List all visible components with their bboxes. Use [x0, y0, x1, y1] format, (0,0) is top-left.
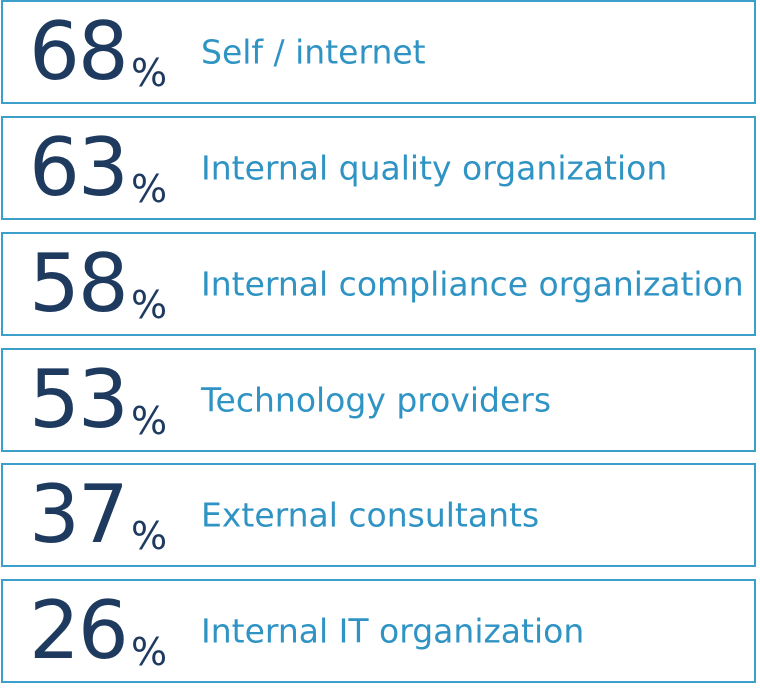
- stat-value: 53: [29, 353, 129, 446]
- stat-label: Internal compliance organization: [201, 264, 744, 304]
- stat-row: 58 % Internal compliance organization: [1, 232, 756, 336]
- stat-unit: %: [131, 630, 168, 674]
- stat-label: Self / internet: [201, 32, 426, 72]
- stat-label: Internal IT organization: [201, 611, 585, 651]
- stat-unit: %: [131, 399, 168, 443]
- stat-value: 37: [29, 468, 129, 561]
- stat-value: 26: [29, 584, 129, 677]
- stat-unit: %: [131, 514, 168, 558]
- stat-label: Internal quality organization: [201, 148, 668, 188]
- stat-unit: %: [131, 283, 168, 327]
- stat-row: 68 % Self / internet: [1, 0, 756, 104]
- stat-label: External consultants: [201, 495, 540, 535]
- stat-value: 63: [29, 121, 129, 214]
- stat-row: 63 % Internal quality organization: [1, 116, 756, 220]
- stat-row: 53 % Technology providers: [1, 348, 756, 452]
- stat-label: Technology providers: [201, 380, 552, 420]
- stat-value: 58: [29, 237, 129, 330]
- stat-unit: %: [131, 51, 168, 95]
- stat-value: 68: [29, 5, 129, 98]
- stat-row: 37 % External consultants: [1, 463, 756, 567]
- stat-row: 26 % Internal IT organization: [1, 579, 756, 683]
- stat-unit: %: [131, 167, 168, 211]
